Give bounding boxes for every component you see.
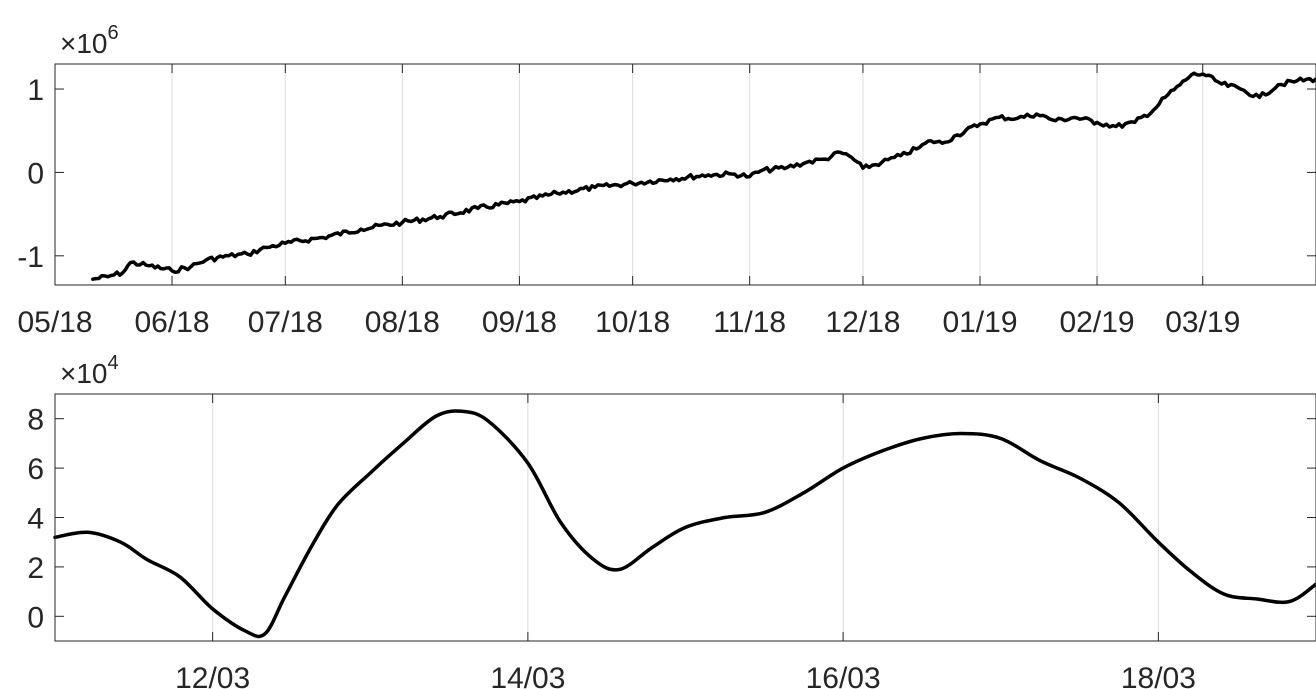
bottom-chart-x-tick-label: 14/03 — [490, 662, 565, 689]
top-chart-x-tick-label: 06/18 — [134, 306, 209, 339]
bottom-chart-y-tick-label: 2 — [27, 552, 44, 585]
bottom-chart-panel: 0 2 4 6 8 12/03 14/03 16/03 18/03 ×104 — [27, 352, 1316, 689]
top-chart-x-tick-label: 10/18 — [595, 306, 670, 339]
top-chart-x-tick-label: 12/18 — [825, 306, 900, 339]
bottom-chart-y-tick-label: 8 — [27, 404, 44, 437]
top-chart-x-tick-labels: 05/18 06/18 07/18 08/18 09/18 10/18 11/18 12/18… — [17, 306, 1240, 339]
top-chart-x-tick-label: 02/19 — [1059, 306, 1134, 339]
bottom-chart-frame — [54, 393, 1316, 642]
top-chart-gridlines — [54, 64, 1204, 285]
bottom-chart-tick-marks — [55, 394, 1316, 641]
top-chart-x-tick-label: 11/18 — [713, 306, 786, 339]
bottom-chart-x-tick-label: 16/03 — [806, 662, 881, 689]
bottom-chart-y-tick-label: 4 — [27, 503, 44, 536]
top-chart-x-tick-label: 01/19 — [942, 306, 1017, 339]
bottom-chart-gridlines — [212, 394, 1159, 641]
top-chart-series-line — [91, 71, 1316, 281]
bottom-chart-series-line — [53, 409, 1316, 639]
bottom-chart-y-exponent: ×104 — [60, 352, 119, 389]
bottom-chart-y-tick-label: 0 — [27, 601, 44, 634]
bottom-chart-x-tick-label: 12/03 — [175, 662, 250, 689]
bottom-chart-y-tick-labels: 0 2 4 6 8 — [27, 404, 44, 635]
top-chart-x-tick-label: 09/18 — [482, 306, 557, 339]
bottom-chart-x-tick-labels: 12/03 14/03 16/03 18/03 — [175, 662, 1196, 689]
top-chart-y-exponent: ×106 — [60, 22, 119, 59]
top-chart-frame — [54, 63, 1316, 286]
top-chart-tick-marks — [54, 64, 1316, 285]
top-chart-x-tick-label: 03/19 — [1165, 306, 1240, 339]
bottom-chart-y-tick-label: 6 — [27, 453, 44, 486]
top-chart-y-tick-label: -1 — [17, 241, 44, 274]
top-chart-x-tick-label: 07/18 — [248, 306, 323, 339]
bottom-chart-x-tick-label: 18/03 — [1121, 662, 1196, 689]
top-chart-x-tick-label: 05/18 — [17, 306, 92, 339]
top-chart-y-tick-labels: -1 0 1 — [17, 74, 44, 274]
top-chart-panel: -1 0 1 05/18 06/18 07/18 08/18 09/18 10/18 11/18… — [17, 22, 1316, 339]
top-chart-y-tick-label: 0 — [27, 157, 44, 190]
top-chart-y-tick-label: 1 — [27, 74, 44, 107]
top-chart-x-tick-label: 08/18 — [365, 306, 440, 339]
